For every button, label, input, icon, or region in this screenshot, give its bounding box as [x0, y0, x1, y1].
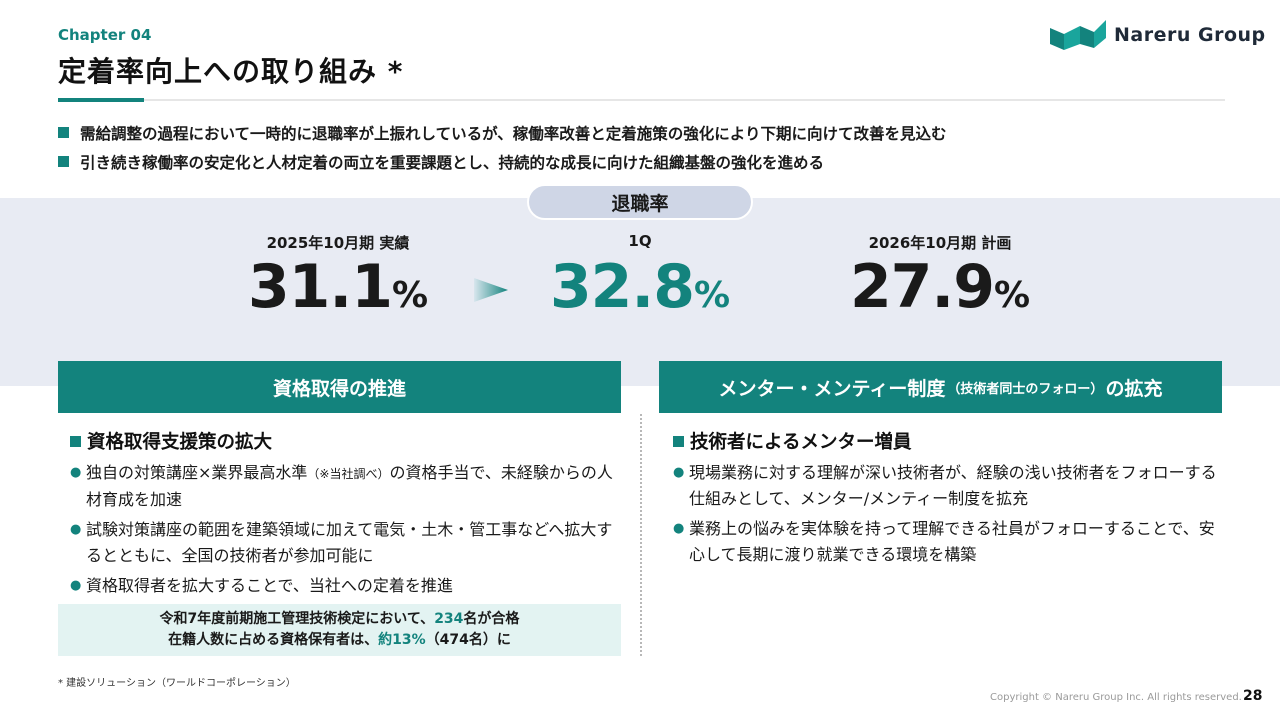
list-item-text: 現場業務に対する理解が深い技術者が、経験の浅い技術者をフォローする仕組みとして、…	[689, 463, 1217, 508]
callout-line-1: 令和7年度前期施工管理技術検定において、234名が合格	[159, 611, 520, 627]
summary-bullet-text: 引き続き稼働率の安定化と人材定着の両立を重要課題とし、持続的な成長に向けた組織基…	[80, 153, 825, 172]
mentor-panel-body: 技術者によるメンター増員 ● 現場業務に対する理解が深い技術者が、経験の浅い技術…	[673, 428, 1218, 572]
page-number: 28	[1243, 688, 1263, 704]
list-item-text: 独自の対策講座×業界最高水準（※当社調べ）の資格手当で、未経験からの人材育成を加…	[86, 463, 613, 509]
metric-label-fy2025: 2025年10月期 実績	[266, 234, 410, 252]
metric-unit: %	[391, 275, 429, 316]
summary-bullet: 需給調整の過程において一時的に退職率が上振れしているが、稼働率改善と定着施策の強…	[58, 118, 946, 147]
list-item-text: 資格取得者を拡大することで、当社への定着を推進	[86, 576, 453, 595]
arrow-right-icon	[474, 278, 508, 302]
metric-number: 32.8	[549, 252, 695, 322]
chapter-label: Chapter 04	[58, 26, 152, 44]
qualification-subheading-text: 資格取得支援策の拡大	[87, 432, 273, 453]
metric-number: 27.9	[849, 252, 995, 322]
metric-value-1q: 32.8%	[490, 252, 790, 322]
title-accent-bar	[58, 98, 144, 102]
retention-band	[0, 198, 1280, 386]
qualification-subheading: 資格取得支援策の拡大	[70, 428, 615, 454]
metric-unit: %	[693, 275, 731, 316]
metric-value-fy2025: 31.1%	[188, 252, 488, 322]
page-title: 定着率向上への取り組み *	[58, 55, 404, 88]
summary-bullet: 引き続き稼働率の安定化と人材定着の両立を重要課題とし、持続的な成長に向けた組織基…	[58, 147, 946, 176]
metric-value-fy2026-plan: 27.9%	[790, 252, 1090, 322]
bullet-dot-icon: ●	[673, 465, 685, 480]
copyright-text: Copyright © Nareru Group Inc. All rights…	[990, 692, 1242, 703]
mentor-subheading-text: 技術者によるメンター増員	[690, 432, 912, 453]
metric-unit: %	[993, 275, 1031, 316]
square-bullet-icon	[673, 435, 684, 447]
square-bullet-icon	[58, 156, 69, 167]
mentor-subheading: 技術者によるメンター増員	[673, 428, 1218, 454]
logo-text: Nareru Group	[1114, 24, 1266, 46]
bullet-dot-icon: ●	[70, 522, 82, 537]
square-bullet-icon	[70, 435, 81, 447]
qualification-panel-header: 資格取得の推進	[58, 361, 621, 413]
metric-number: 31.1	[247, 252, 393, 322]
panel-divider	[640, 414, 642, 656]
list-item: ● 試験対策講座の範囲を建築領域に加えて電気・土木・管工事などへ拡大するとともに…	[70, 517, 615, 569]
list-item: ● 現場業務に対する理解が深い技術者が、経験の浅い技術者をフォローする仕組みとし…	[673, 460, 1218, 512]
logo-mark-icon	[1050, 20, 1106, 50]
qualification-callout: 令和7年度前期施工管理技術検定において、234名が合格 在籍人数に占める資格保有…	[58, 604, 621, 656]
bullet-dot-icon: ●	[70, 465, 82, 480]
summary-bullets: 需給調整の過程において一時的に退職率が上振れしているが、稼働率改善と定着施策の強…	[58, 118, 946, 176]
bullet-dot-icon: ●	[673, 521, 685, 536]
callout-line-2: 在籍人数に占める資格保有者は、約13%（474名）に	[168, 632, 511, 648]
bullet-dot-icon: ●	[70, 578, 82, 593]
footnote: * 建設ソリューション（ワールドコーポレーション）	[58, 678, 296, 689]
metric-label-fy2026-plan: 2026年10月期 計画	[868, 234, 1012, 252]
mentor-panel-header: メンター・メンティー制度 （技術者同士のフォロー） の拡充	[659, 361, 1222, 413]
metric-label-1q: 1Q	[628, 232, 652, 250]
list-item: ● 資格取得者を拡大することで、当社への定着を推進	[70, 573, 615, 599]
qualification-panel-body: 資格取得支援策の拡大 ● 独自の対策講座×業界最高水準（※当社調べ）の資格手当で…	[70, 428, 615, 603]
company-logo: Nareru Group	[1050, 18, 1266, 52]
title-divider	[58, 99, 1225, 101]
list-item: ● 独自の対策講座×業界最高水準（※当社調べ）の資格手当で、未経験からの人材育成…	[70, 460, 615, 513]
list-item-text: 業務上の悩みを実体験を持って理解できる社員がフォローすることで、安心して長期に渡…	[689, 519, 1215, 564]
list-item: ● 業務上の悩みを実体験を持って理解できる社員がフォローすることで、安心して長期…	[673, 516, 1218, 568]
retention-pill: 退職率	[527, 184, 753, 220]
list-item-text: 試験対策講座の範囲を建築領域に加えて電気・土木・管工事などへ拡大するとともに、全…	[86, 520, 613, 565]
summary-bullet-text: 需給調整の過程において一時的に退職率が上振れしているが、稼働率改善と定着施策の強…	[80, 124, 947, 143]
square-bullet-icon	[58, 127, 69, 138]
